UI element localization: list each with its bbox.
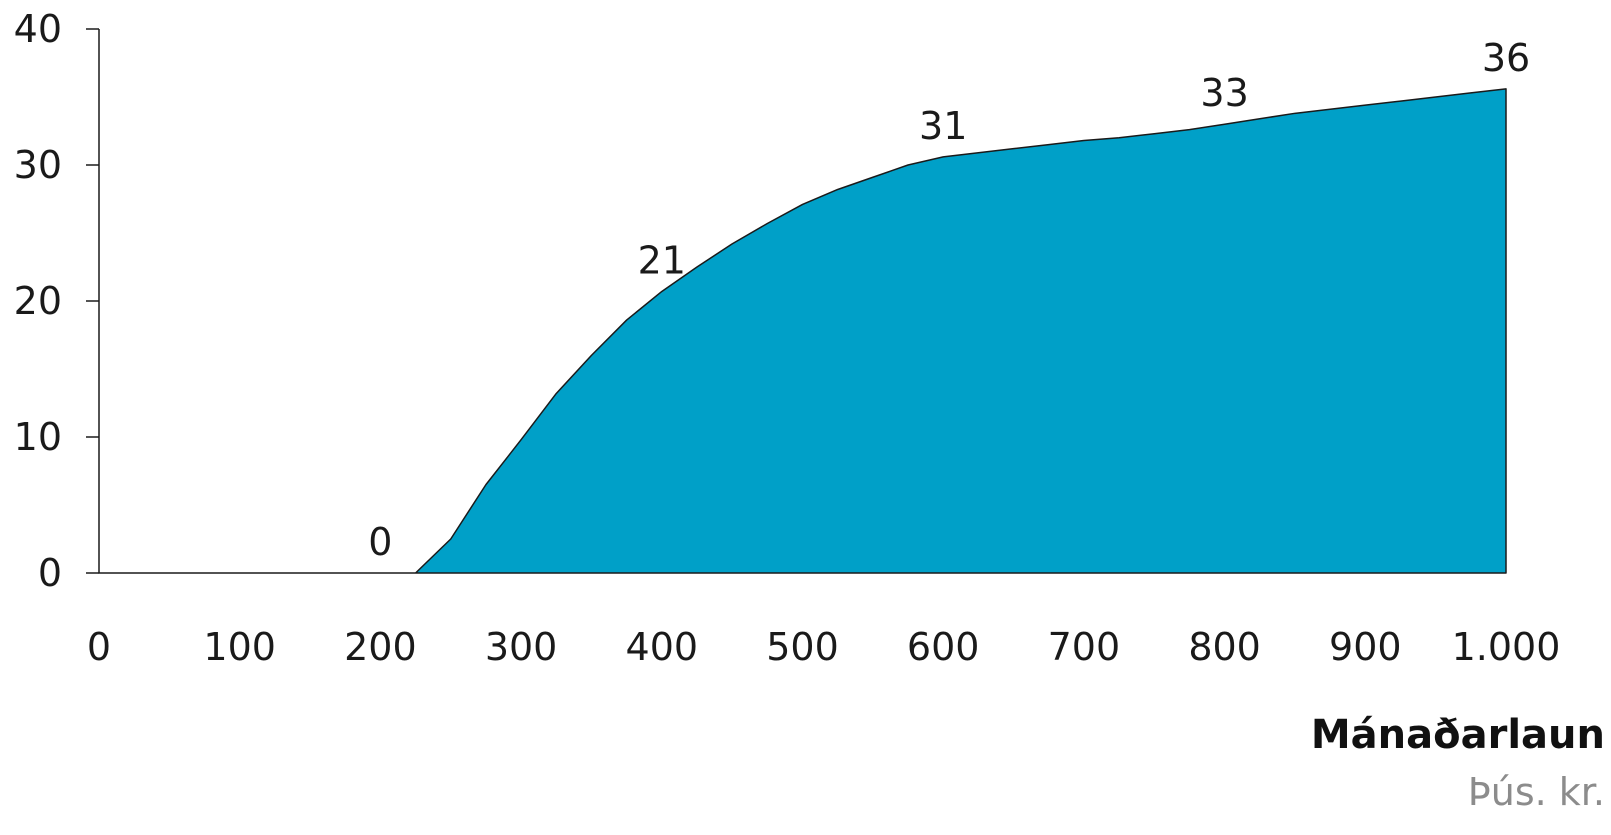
x-tick-label: 900 xyxy=(1329,625,1402,669)
x-axis: 0 100 200 300 400 500 600 700 800 900 1.000 xyxy=(87,625,1560,669)
x-tick-label: 200 xyxy=(344,625,417,669)
x-tick-label: 300 xyxy=(485,625,558,669)
y-tick-label: 0 xyxy=(38,551,62,595)
x-tick-label: 700 xyxy=(1048,625,1121,669)
y-tick-label: 30 xyxy=(14,143,62,187)
data-label: 33 xyxy=(1200,71,1248,115)
x-tick-label: 500 xyxy=(766,625,839,669)
y-axis: 0 10 20 30 40 xyxy=(14,7,100,595)
x-tick-label: 1.000 xyxy=(1452,625,1561,669)
x-axis-unit: Þús. kr. xyxy=(1467,770,1605,814)
area-layer xyxy=(98,88,1507,574)
x-tick-label: 600 xyxy=(907,625,980,669)
x-tick-label: 0 xyxy=(87,625,111,669)
x-tick-label: 400 xyxy=(626,625,699,669)
data-label: 36 xyxy=(1482,36,1530,80)
y-tick-label: 20 xyxy=(14,279,62,323)
y-tick-label: 10 xyxy=(14,415,62,459)
data-label: 21 xyxy=(638,238,686,282)
area-series xyxy=(98,88,1507,574)
data-labels: 0 21 31 33 36 xyxy=(368,36,1530,564)
data-label: 31 xyxy=(919,104,967,148)
y-tick-label: 40 xyxy=(14,7,62,51)
x-tick-label: 800 xyxy=(1188,625,1261,669)
x-axis-title: Mánaðarlaun xyxy=(1310,712,1605,758)
x-tick-label: 100 xyxy=(203,625,276,669)
data-label: 0 xyxy=(368,520,392,564)
